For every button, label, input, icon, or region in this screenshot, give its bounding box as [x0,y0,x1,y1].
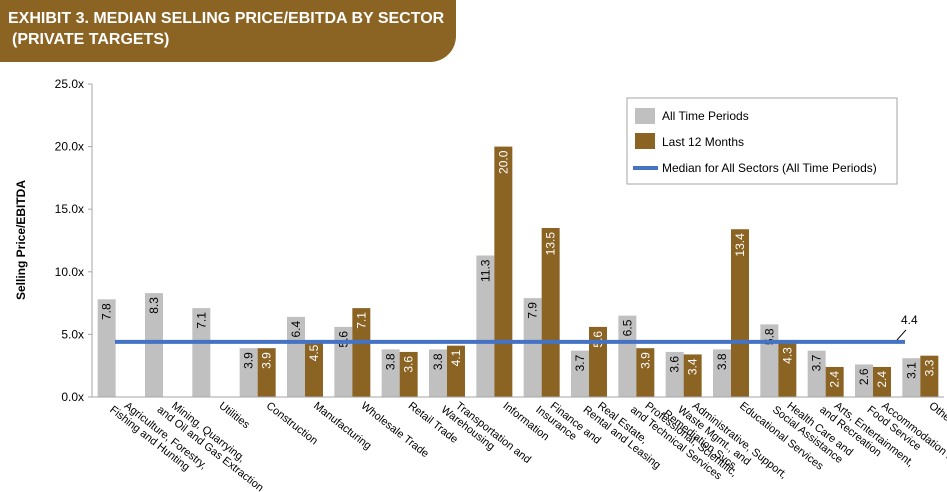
y-tick-label: 0.0x [61,390,84,404]
x-category-label: Utilities [216,400,252,432]
y-axis-label: Selling Price/EBITDA [14,180,28,300]
median-leader-line [896,329,907,341]
x-axis-labels: Agriculture, Forestry,Fishing and Huntin… [107,394,947,492]
bar-all-time [665,351,684,397]
y-tick-label: 20.0x [55,140,84,154]
x-category-label: Finance andInsurance [533,394,603,456]
bar-last-12-months-label: 3.9 [638,352,652,369]
legend-box [626,97,898,185]
bar-all-time [97,299,116,397]
bar-all-time-label: 3.6 [668,356,682,373]
bar-all-time [713,349,731,397]
bar-all-time [287,316,305,397]
bar-all-time-label: 8.3 [147,297,161,314]
bar-all-time-label: 3.7 [573,354,587,371]
median-value-label: 4.4 [901,313,918,327]
bar-all-time [334,326,353,397]
bar-all-time-label: 3.8 [715,353,729,370]
bar-all-time [807,350,826,397]
bar-all-time-label: 11.3 [478,259,492,282]
y-axis: 0.0x 5.0x 10.0x 15.0x 20.0x 25.0x [55,77,93,404]
bar-last-12-months-label: 4.1 [449,349,463,366]
bar-last-12-months-label: 20.0 [496,150,510,174]
bar-all-time-label: 3.8 [384,353,398,370]
bar-last-12-months-label: 4.3 [780,347,794,364]
bar-all-time-label: 3.8 [431,353,445,370]
bar-all-time-label: 5.6 [336,331,350,348]
bar-last-12-months-label: 4.5 [307,344,321,361]
bar-all-time [523,298,542,397]
bar-last-12-months [257,348,276,397]
bar-all-time [855,364,873,397]
legend-label-all-time: All Time Periods [662,109,749,123]
bar-last-12-months-label: 13.4 [733,233,747,257]
bar-last-12-months-label: 3.6 [402,356,416,373]
bar-all-time [571,350,589,397]
bar-last-12-months-label: 13.5 [544,232,558,256]
bar-last-12-months [352,308,371,397]
bar-all-time [618,315,637,397]
legend-label-median: Median for All Sectors (All Time Periods… [662,161,877,175]
bar-last-12-months [589,326,607,397]
bar-all-time-label: 7.9 [526,302,540,319]
bar-last-12-months-label: 5.6 [591,331,605,348]
title-banner: EXHIBIT 3. MEDIAN SELLING PRICE/EBITDA B… [0,0,456,62]
bar-last-12-months-label: 2.4 [875,371,889,388]
bar-all-time-label: 3.9 [242,352,256,369]
bars: 7.8 8.3 7.1 3.9 3.9 6.4 4.5 5.6 7.1 3.8 3.6 3.8 4.1 1… [92,146,944,398]
legend-swatch-all-time [635,108,655,124]
bar-all-time-label: 6.4 [289,321,303,338]
bar-all-time [239,348,258,397]
y-tick-label: 25.0x [55,77,84,91]
bar-all-time [381,349,400,397]
y-tick-label: 10.0x [55,265,84,279]
bar-all-time-label: 6.5 [620,319,634,336]
y-tick-label: 5.0x [61,327,84,341]
bar-last-12-months [873,366,891,397]
bar-last-12-months [541,227,560,397]
legend-swatch-last-12-months [635,133,655,149]
legend: All Time Periods Last 12 Months Median f… [626,97,898,185]
bar-last-12-months [920,355,939,397]
bar-last-12-months [683,354,702,397]
bar-all-time-label: 3.1 [904,362,918,379]
chart-title-line-2: (PRIVATE TARGETS) [12,31,170,48]
bar-all-time [145,293,163,397]
bar-last-12-months [305,340,323,397]
bar-last-12-months-label: 3.9 [260,352,274,369]
chart-title-line-1: EXHIBIT 3. MEDIAN SELLING PRICE/EBITDA B… [8,10,445,27]
bar-last-12-months-label: 3.4 [686,358,700,375]
bar-all-time-label: 7.8 [100,303,114,320]
bar-last-12-months [636,348,655,397]
y-tick-label: 15.0x [55,202,84,216]
median-line-group: 4.4 [115,313,918,344]
legend-label-last-12-months: Last 12 Months [662,135,744,149]
bar-all-time [192,308,211,397]
bar-all-time-label: 3.7 [810,354,824,371]
bar-last-12-months [399,351,418,397]
bar-all-time [902,358,921,397]
bar-last-12-months [778,343,797,397]
bar-all-time-label: 2.6 [857,368,871,385]
x-category-label: Construction [264,400,320,447]
bar-all-time [476,255,495,397]
bar-last-12-months [494,146,513,397]
bar-all-time-label: 7.1 [194,312,208,329]
bar-last-12-months-label: 3.3 [922,359,936,376]
bar-last-12-months [731,229,749,397]
bar-last-12-months-label: 2.4 [828,371,842,388]
bar-last-12-months [447,345,465,397]
bar-last-12-months [825,366,844,397]
bar-last-12-months-label: 7.1 [354,312,368,329]
bar-all-time [429,349,447,397]
